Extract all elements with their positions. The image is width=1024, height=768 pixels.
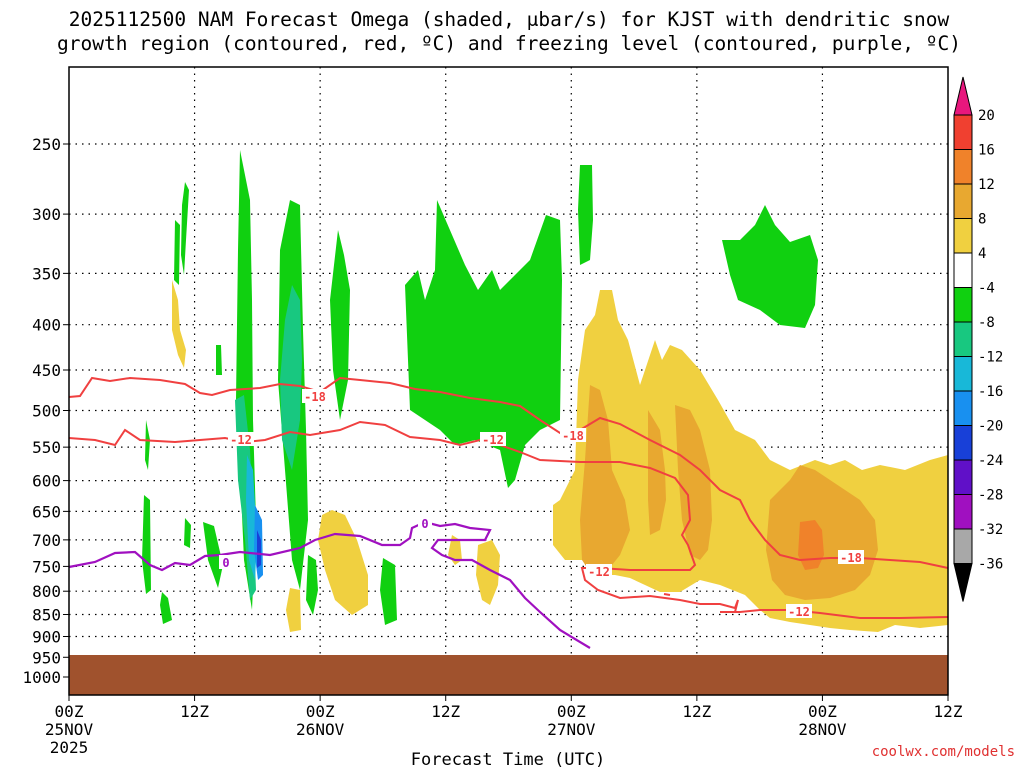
- y-tick-label: 700: [32, 531, 61, 550]
- dgz-label-minus18-c: -18: [840, 551, 862, 565]
- y-tick-label: 550: [32, 438, 61, 457]
- dgz-contours: [68, 376, 949, 619]
- colorbar-segment: [953, 390, 973, 426]
- omega-green-region: [142, 150, 818, 625]
- y-tick-label: 500: [32, 402, 61, 421]
- y-tick-label: 600: [32, 472, 61, 491]
- colorbar-bottom-arrow: [953, 563, 973, 602]
- y-tick-label: 350: [32, 264, 61, 283]
- omega-orange-region: [798, 520, 824, 570]
- dgz-label-minus12-c: -12: [588, 565, 610, 579]
- colorbar-segment: [953, 356, 973, 392]
- x-tick-date: 25NOV: [45, 720, 94, 739]
- dgz-small-contour: [663, 593, 671, 596]
- credit-text: coolwx.com/models: [872, 744, 1015, 760]
- x-tick-label: 00Z: [306, 702, 335, 721]
- dgz-label-minus12-b: -12: [482, 433, 504, 447]
- dgz-lower-contour: [68, 420, 949, 619]
- dgz-upper-contour: [68, 376, 949, 569]
- colorbar-segment: [953, 183, 973, 219]
- freezing-label-0-b: 0: [421, 517, 428, 531]
- x-tick-year: 2025: [50, 738, 89, 757]
- dgz-label-minus18-b: -18: [562, 429, 584, 443]
- gridlines: [69, 67, 948, 695]
- colorbar-label: 20: [978, 108, 995, 124]
- colorbar-segment: [953, 149, 973, 185]
- colorbar-label: -32: [978, 522, 1003, 538]
- freezing-level-contour: [68, 520, 591, 649]
- omega-yellow-region: [172, 280, 948, 632]
- y-tick-label: 450: [32, 361, 61, 380]
- y-tick-label: 950: [32, 648, 61, 667]
- colorbar-segment: [953, 459, 973, 495]
- y-tick-label: 650: [32, 502, 61, 521]
- freezing-label-0-a: 0: [222, 556, 229, 570]
- x-tick-date: 28NOV: [798, 720, 847, 739]
- colorbar-label: -16: [978, 384, 1003, 400]
- colorbar: 20 16 12 8 4 -4 -8 -12 -16 -20 -24 -28 -32 -36: [953, 76, 1003, 602]
- dgz-label-minus18-a: -18: [304, 390, 326, 404]
- chart-title-line-1: 2025112500 NAM Forecast Omega (shaded, μ…: [69, 8, 950, 31]
- y-axis-ticks: 250 300 350 400 450 500 550 600 650 700 750 800 850 9…: [22, 135, 69, 687]
- colorbar-top-arrow: [953, 76, 973, 116]
- colorbar-label: -20: [978, 419, 1003, 435]
- x-tick-label: 00Z: [55, 702, 84, 721]
- y-tick-label: 750: [32, 557, 61, 576]
- y-tick-label: 250: [32, 135, 61, 154]
- colorbar-label: 12: [978, 177, 995, 193]
- x-tick-label: 00Z: [557, 702, 586, 721]
- surface-ground-fill: [69, 655, 948, 695]
- omega-shading: [142, 150, 948, 632]
- colorbar-segment: [953, 287, 973, 323]
- dgz-label-minus12-d: -12: [788, 605, 810, 619]
- colorbar-segment: [953, 528, 973, 564]
- colorbar-segment: [953, 321, 973, 357]
- y-tick-label: 800: [32, 582, 61, 601]
- omega-darkblue-region: [257, 530, 261, 568]
- colorbar-label: 16: [978, 143, 995, 159]
- colorbar-label: -4: [978, 281, 995, 297]
- dgz-label-minus12-a: -12: [230, 433, 252, 447]
- y-tick-label: 900: [32, 627, 61, 646]
- colorbar-label: 4: [978, 246, 986, 262]
- plot-frame: [68, 66, 949, 696]
- y-tick-label: 850: [32, 606, 61, 625]
- colorbar-label: -8: [978, 315, 995, 331]
- colorbar-label: 8: [978, 212, 986, 228]
- x-tick-label: 12Z: [682, 702, 711, 721]
- x-tick-label: 00Z: [808, 702, 837, 721]
- contour-labels: -18 -12 -12 -18 -12 -18 -12 0 0: [219, 389, 864, 619]
- y-tick-label: 1000: [22, 668, 61, 687]
- x-tick-label: 12Z: [431, 702, 460, 721]
- colorbar-segment: [953, 494, 973, 530]
- colorbar-label: -28: [978, 488, 1003, 504]
- colorbar-label: -36: [978, 557, 1003, 573]
- colorbar-label: -24: [978, 453, 1003, 469]
- y-tick-label: 300: [32, 205, 61, 224]
- x-axis-label: Forecast Time (UTC): [411, 750, 605, 768]
- colorbar-label: -12: [978, 350, 1003, 366]
- y-tick-label: 400: [32, 316, 61, 335]
- x-tick-date: 26NOV: [296, 720, 345, 739]
- x-tick-label: 12Z: [934, 702, 963, 721]
- colorbar-segment: [953, 218, 973, 254]
- colorbar-segment: [953, 425, 973, 461]
- colorbar-segment: [953, 252, 973, 288]
- x-tick-date: 27NOV: [547, 720, 596, 739]
- chart-title-line-2: growth region (contoured, red, ºC) and f…: [57, 32, 961, 55]
- colorbar-segment: [953, 114, 973, 150]
- x-tick-label: 12Z: [180, 702, 209, 721]
